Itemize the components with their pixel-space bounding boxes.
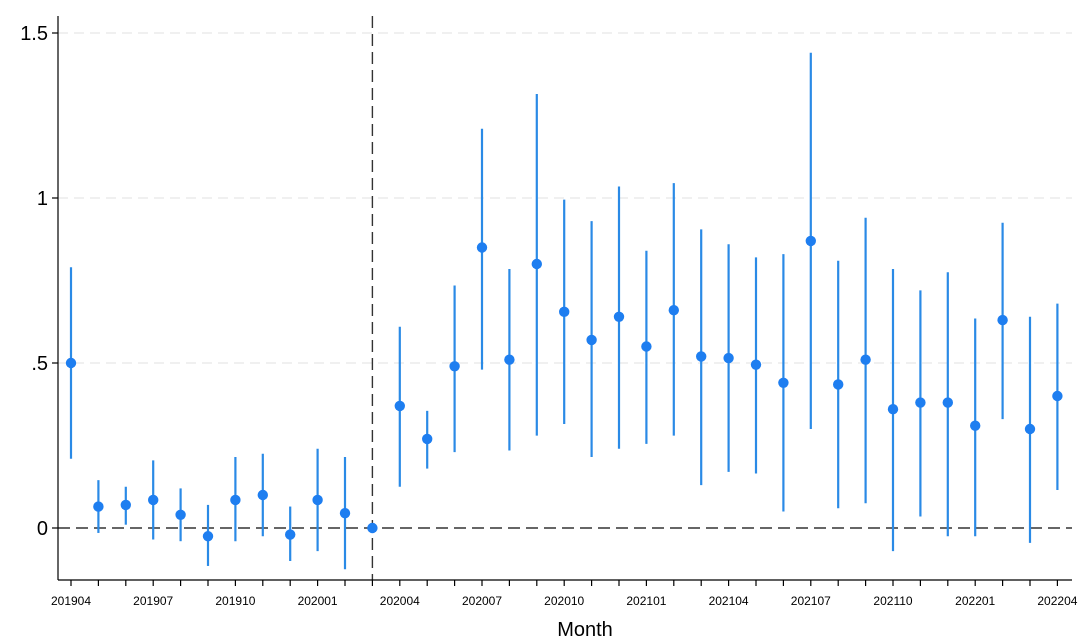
x-tick-label: 201904 bbox=[51, 594, 91, 608]
estimate-point bbox=[559, 306, 570, 318]
x-tick-label: 201907 bbox=[133, 594, 173, 608]
estimate-point bbox=[641, 341, 652, 352]
x-axis-title: Month bbox=[557, 619, 613, 639]
estimate-point bbox=[285, 529, 296, 540]
estimate-point bbox=[887, 404, 899, 415]
estimate-point bbox=[449, 361, 460, 372]
x-tick-label: 201910 bbox=[215, 594, 255, 608]
estimate-point bbox=[997, 314, 1008, 326]
estimate-point bbox=[942, 397, 953, 408]
estimate-point bbox=[394, 400, 405, 412]
estimate-point bbox=[668, 305, 679, 316]
estimate-point bbox=[1052, 390, 1063, 402]
estimate-point bbox=[339, 507, 351, 519]
estimate-point bbox=[476, 242, 488, 253]
gridlines bbox=[58, 32, 1072, 364]
axes bbox=[57, 16, 1072, 581]
x-tick-label: 202204 bbox=[1037, 594, 1077, 608]
estimate-point bbox=[915, 397, 926, 408]
estimate-point bbox=[312, 494, 323, 506]
estimate-point bbox=[860, 354, 871, 365]
estimate-point bbox=[696, 351, 707, 362]
x-axis-ticks: 201904 201907 201910 202001 202004 202007 2020… bbox=[51, 580, 1078, 608]
estimate-point bbox=[1024, 423, 1036, 435]
x-tick-label: 202001 bbox=[298, 594, 338, 608]
x-tick-label: 202104 bbox=[709, 594, 749, 608]
estimate-point bbox=[970, 420, 981, 431]
estimate-point bbox=[613, 311, 625, 322]
estimate-point bbox=[586, 334, 597, 346]
estimate-point bbox=[504, 354, 515, 365]
estimate-point bbox=[230, 494, 241, 506]
y-tick-label: 1.5 bbox=[20, 23, 48, 45]
x-tick-label: 202201 bbox=[955, 594, 995, 608]
estimate-point bbox=[175, 509, 186, 520]
y-tick-label: 0 bbox=[37, 518, 48, 540]
y-tick-label: .5 bbox=[31, 353, 48, 375]
y-tick-label: 1 bbox=[37, 188, 48, 210]
estimate-point bbox=[367, 522, 378, 534]
estimate-point bbox=[202, 531, 214, 542]
estimate-point bbox=[750, 359, 762, 370]
estimate-point bbox=[531, 258, 542, 270]
estimate-point bbox=[93, 501, 104, 512]
x-tick-label: 202101 bbox=[626, 594, 666, 608]
point-estimates bbox=[65, 235, 1063, 542]
estimate-point bbox=[723, 352, 734, 364]
estimate-point bbox=[833, 379, 844, 390]
estimate-point bbox=[257, 489, 268, 501]
estimate-point bbox=[65, 357, 77, 369]
estimate-point bbox=[148, 494, 159, 506]
x-tick-label: 202007 bbox=[462, 594, 502, 608]
estimate-point bbox=[422, 433, 433, 445]
estimate-point bbox=[120, 499, 131, 511]
estimate-point bbox=[778, 377, 789, 388]
x-tick-label: 202010 bbox=[544, 594, 584, 608]
x-tick-label: 202110 bbox=[873, 594, 912, 608]
y-axis-ticks: 0 .5 1 1.5 bbox=[20, 23, 58, 540]
estimate-point bbox=[805, 235, 816, 247]
x-tick-label: 202107 bbox=[791, 594, 831, 608]
x-tick-label: 202004 bbox=[380, 594, 420, 608]
reference-lines bbox=[58, 16, 1072, 580]
